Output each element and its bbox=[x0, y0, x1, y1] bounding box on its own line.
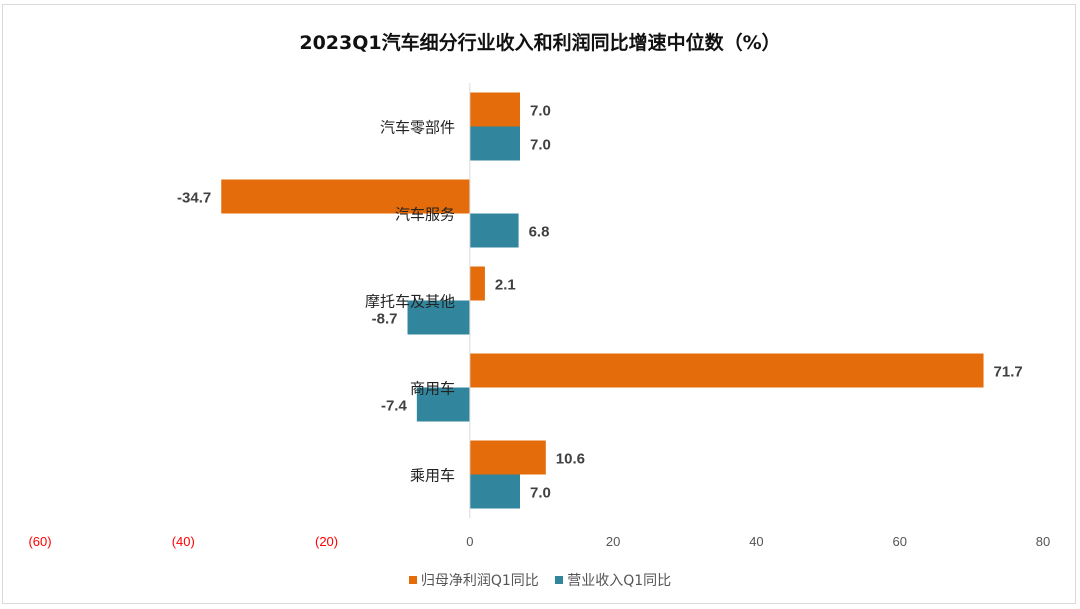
data-label: 10.6 bbox=[556, 451, 585, 468]
bar-revenue bbox=[469, 126, 521, 161]
x-tick-label: 60 bbox=[892, 534, 906, 549]
data-label: 7.0 bbox=[530, 485, 551, 502]
bar-profit bbox=[469, 266, 485, 301]
bar-profit bbox=[469, 440, 546, 475]
chart-title: 2023Q1汽车细分行业收入和利润同比增速中位数（%） bbox=[299, 32, 781, 54]
legend-swatch-revenue bbox=[555, 576, 564, 584]
legend-swatch-profit bbox=[408, 576, 417, 584]
legend-item-profit: 归母净利润Q1同比 bbox=[408, 573, 539, 589]
legend-label-profit: 归母净利润Q1同比 bbox=[420, 573, 539, 589]
data-label: -34.7 bbox=[177, 190, 211, 207]
legend: 归母净利润Q1同比 营业收入Q1同比 bbox=[0, 570, 1080, 590]
x-tick-label: 40 bbox=[749, 534, 763, 549]
x-tick-label: 80 bbox=[1036, 534, 1050, 549]
x-tick-label: (40) bbox=[172, 534, 195, 549]
x-tick-label: 20 bbox=[606, 534, 620, 549]
bar-revenue bbox=[469, 213, 519, 248]
legend-label-revenue: 营业收入Q1同比 bbox=[567, 573, 672, 589]
bar-profit bbox=[221, 179, 470, 214]
bar-revenue bbox=[407, 300, 470, 335]
bar-revenue bbox=[469, 474, 521, 509]
bar-profit bbox=[469, 353, 984, 388]
x-tick-label: (20) bbox=[315, 534, 338, 549]
x-tick-label: (60) bbox=[28, 534, 51, 549]
data-label: 7.0 bbox=[530, 103, 551, 120]
category-label: 乘用车 bbox=[410, 467, 455, 485]
category-label: 汽车零部件 bbox=[380, 119, 455, 137]
bar-profit bbox=[469, 92, 521, 127]
data-label: 2.1 bbox=[495, 277, 516, 294]
data-label: 71.7 bbox=[994, 364, 1023, 381]
category-label: 商用车 bbox=[410, 380, 455, 398]
bar-revenue bbox=[416, 387, 470, 422]
data-label: 7.0 bbox=[530, 137, 551, 154]
data-label: 6.8 bbox=[529, 224, 550, 241]
data-label: -8.7 bbox=[372, 311, 398, 328]
category-label: 汽车服务 bbox=[395, 206, 455, 224]
chart-frame bbox=[2, 4, 1076, 604]
legend-item-revenue: 营业收入Q1同比 bbox=[555, 573, 671, 589]
data-label: -7.4 bbox=[381, 398, 408, 415]
category-label: 摩托车及其他 bbox=[365, 293, 455, 311]
x-tick-label: 0 bbox=[466, 534, 473, 549]
